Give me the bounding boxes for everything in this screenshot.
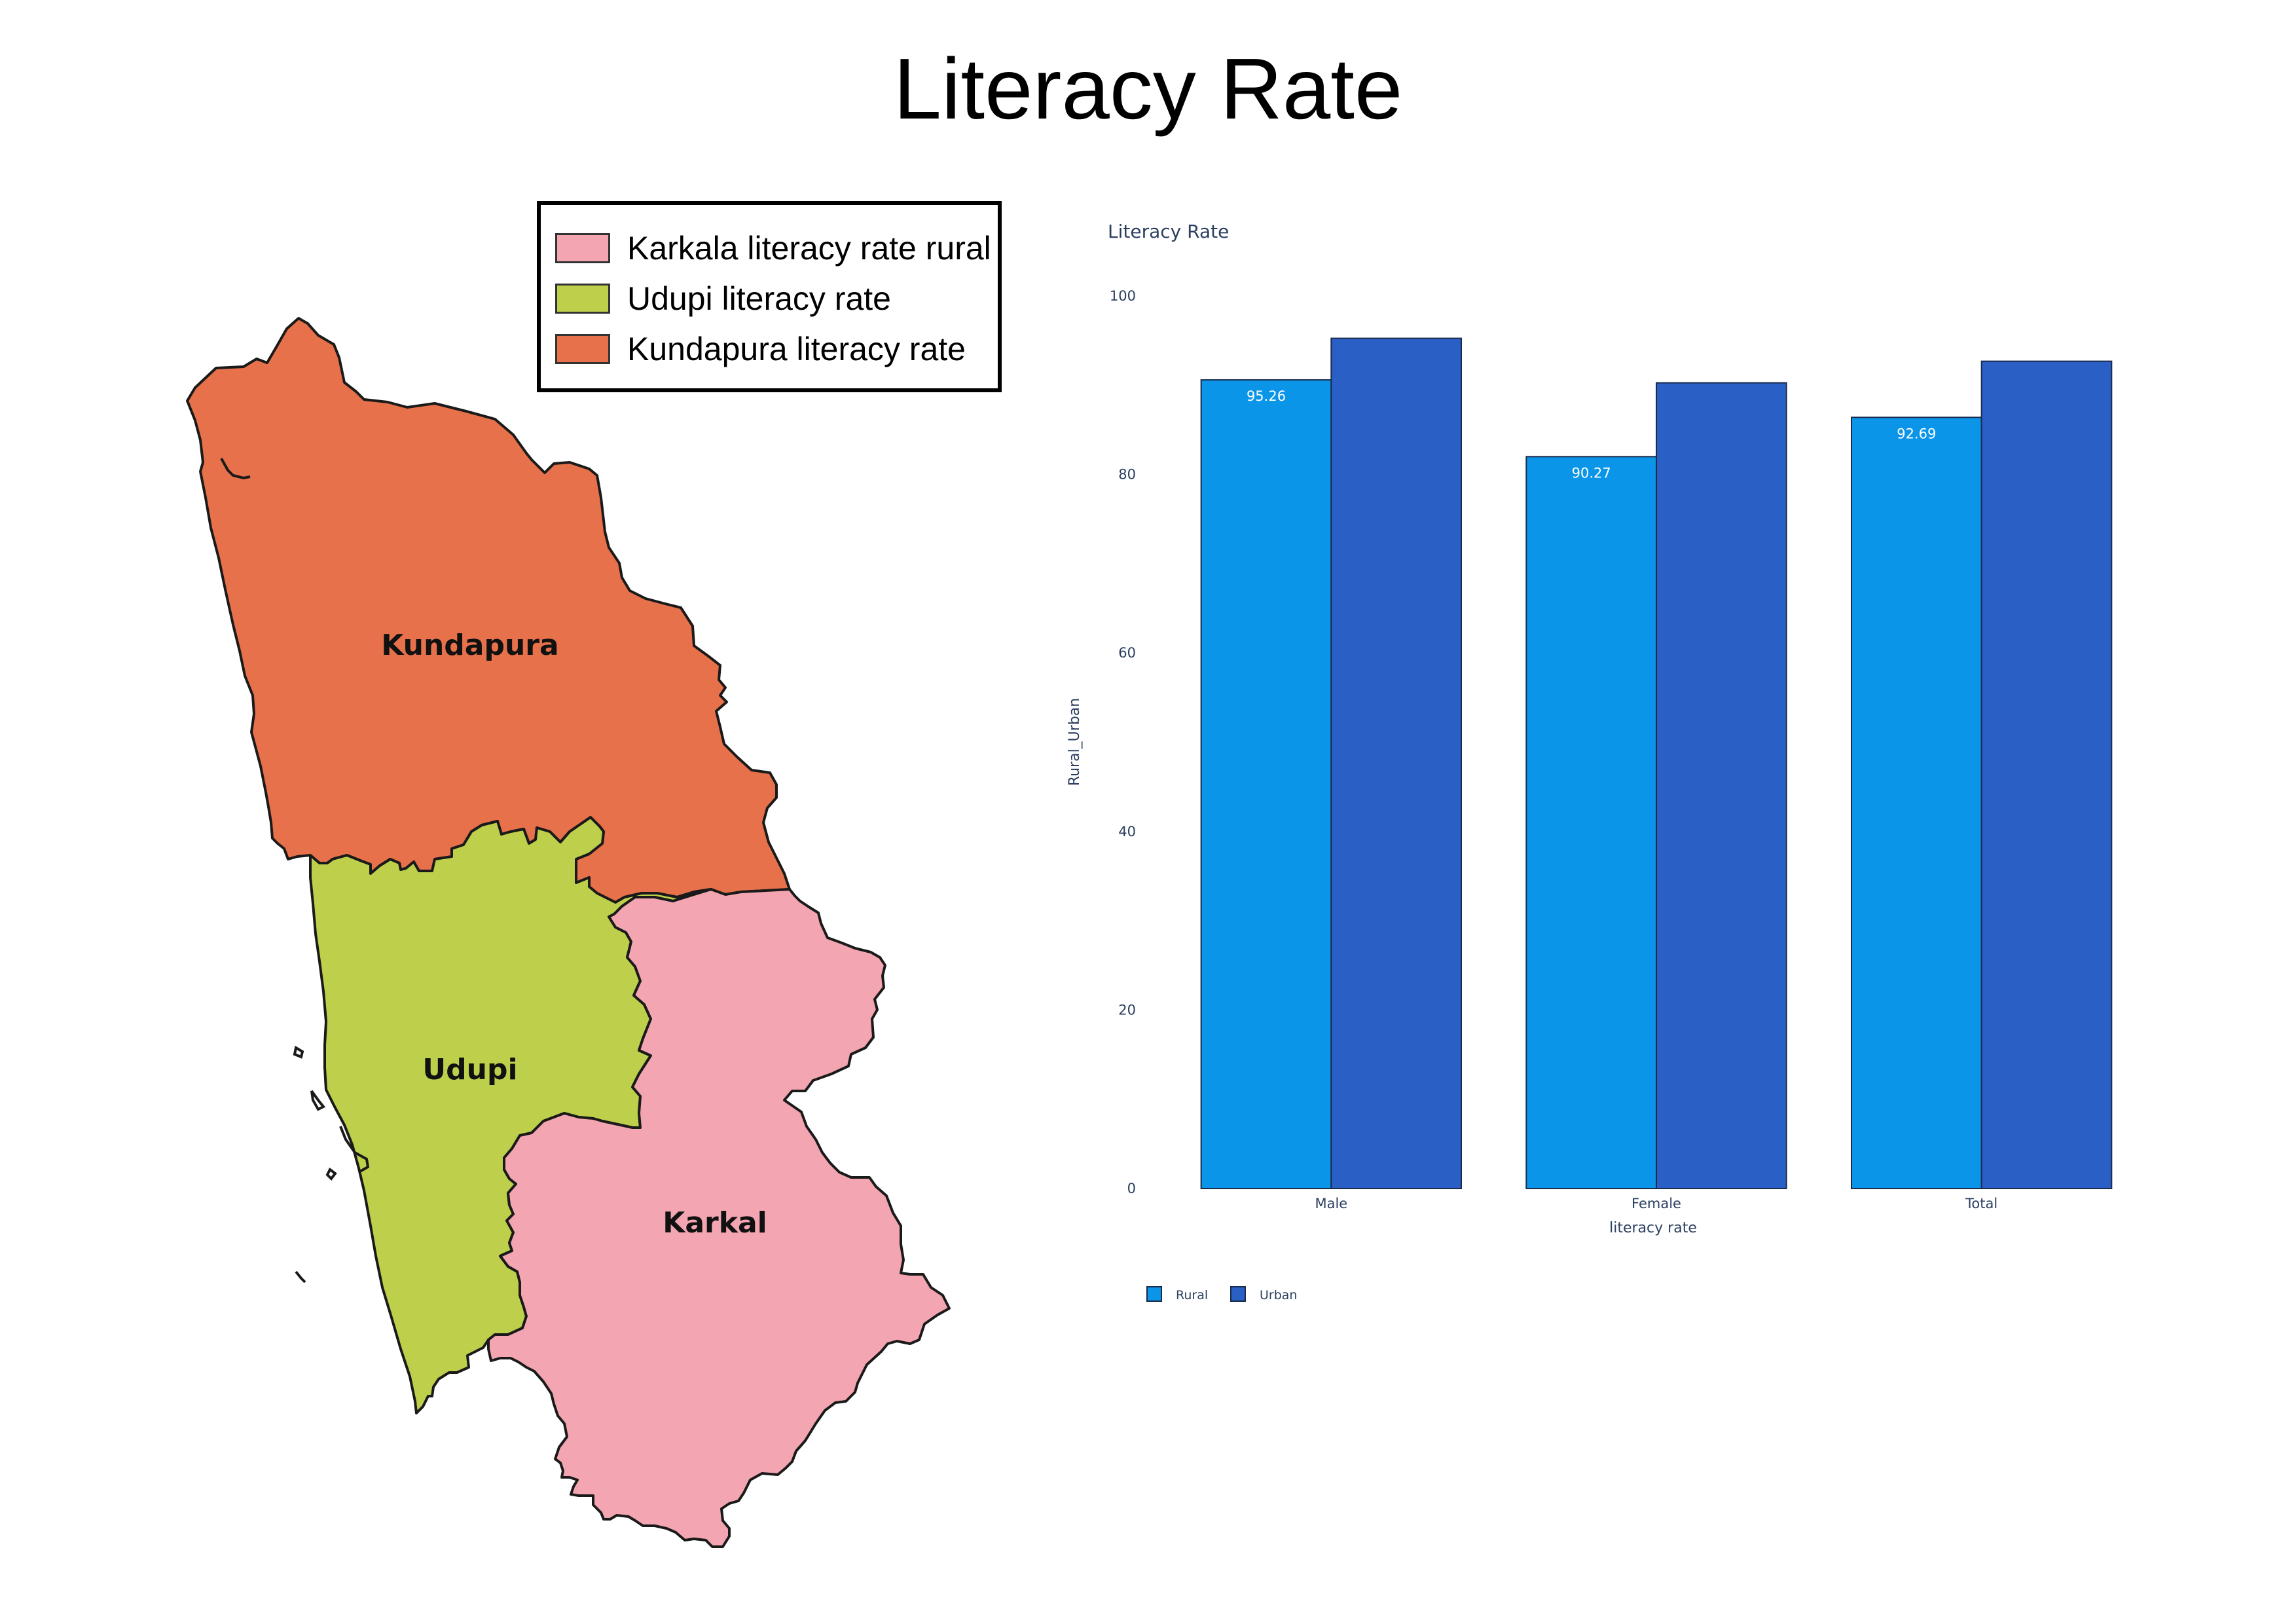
y-tick-label: 40 [1118,824,1136,840]
region-karkal [487,888,951,1548]
map-legend-item-karkala: Karkala literacy rate rural [555,230,991,267]
legend-swatch-udupi [555,284,610,314]
map-legend-item-udupi: Udupi literacy rate [555,280,891,317]
x-tick-label: Male [1315,1196,1347,1211]
legend-label-udupi: Udupi literacy rate [627,280,891,317]
y-tick-label: 100 [1110,288,1136,304]
region-label-udupi: Udupi [422,1053,517,1086]
legend-swatch-karkala [555,233,610,263]
bar-data-label: 95.26 [1247,388,1286,404]
map-legend-item-kundapura: Kundapura literacy rate [555,331,966,367]
map-legend: Karkala literacy rate rural Udupi litera… [537,201,1002,392]
bar-data-label: 90.27 [1572,465,1611,481]
chart-legend: Rural Urban [1146,1286,1297,1302]
bar-urban-female[interactable] [1656,382,1787,1189]
page-title: Literacy Rate [893,41,1403,137]
legend-label-kundapura: Kundapura literacy rate [627,331,966,367]
bar-rural-male[interactable] [1200,379,1332,1190]
x-tick-label: Total [1965,1196,1997,1211]
legend-label-karkala: Karkala literacy rate rural [627,230,991,267]
bar-urban-male[interactable] [1330,337,1463,1189]
bar-data-label: 92.69 [1897,426,1936,441]
chart-title: Literacy Rate [1108,221,1229,242]
bar-rural-female[interactable] [1525,456,1657,1190]
region-label-karkal: Karkal [663,1206,767,1240]
bars: 95.26 90.27 92.69 [1200,337,2113,1190]
chart-legend-swatch[interactable] [1230,1286,1246,1302]
region-label-kundapura: Kundapura [381,629,558,662]
chart-legend-label[interactable]: Urban [1260,1288,1297,1302]
x-axis-ticks: Male Female Total [1315,1196,1997,1211]
y-tick-label: 20 [1118,1002,1136,1018]
x-axis-label: literacy rate [1609,1220,1697,1236]
coastal-islands [220,458,370,1283]
bar-urban-total[interactable] [1980,360,2113,1190]
y-tick-label: 0 [1127,1181,1136,1196]
y-tick-label: 80 [1118,467,1136,483]
chart-legend-label[interactable]: Rural [1176,1288,1208,1302]
y-axis-ticks: 0 20 40 60 80 100 [1110,288,1136,1196]
chart-legend-swatch[interactable] [1146,1286,1162,1302]
x-tick-label: Female [1631,1196,1681,1211]
legend-swatch-kundapura [555,334,610,364]
bar-rural-total[interactable] [1851,416,1982,1189]
y-axis-label: Rural_Urban [1066,698,1083,786]
y-tick-label: 60 [1118,645,1136,661]
